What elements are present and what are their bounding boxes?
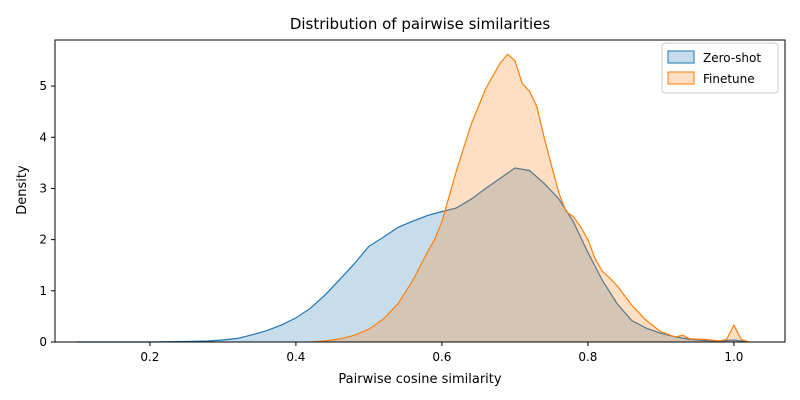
y-tick-label: 2 xyxy=(39,233,47,247)
y-tick-label: 4 xyxy=(39,130,47,144)
x-axis: 0.2 0.4 0.6 0.8 1.0 xyxy=(140,342,743,364)
y-axis-label: Density xyxy=(15,165,30,215)
y-tick-label: 0 xyxy=(39,335,47,349)
series-line-1 xyxy=(310,53,749,343)
series-line-0 xyxy=(76,167,749,343)
legend-label: Finetune xyxy=(703,72,755,86)
legend: Zero-shot Finetune xyxy=(661,42,779,94)
legend-swatch xyxy=(667,71,695,85)
x-tick-label: 0.8 xyxy=(578,350,597,364)
series-fill-1 xyxy=(310,54,749,343)
plot-frame xyxy=(54,39,786,343)
series-fill-0 xyxy=(76,168,749,342)
x-axis-label: Pairwise cosine similarity xyxy=(338,372,501,387)
legend-box xyxy=(661,42,779,94)
series-areas xyxy=(76,53,749,343)
x-tick-label: 0.6 xyxy=(432,350,451,364)
y-tick-label: 1 xyxy=(39,284,47,298)
legend-swatch xyxy=(667,50,695,64)
y-tick-label: 5 xyxy=(39,79,47,93)
x-tick-label: 1.0 xyxy=(724,350,743,364)
legend-label: Zero-shot xyxy=(703,51,761,65)
chart-title: Distribution of pairwise similarities xyxy=(290,15,551,33)
y-tick-label: 3 xyxy=(39,181,47,195)
y-axis: 0 1 2 3 4 5 xyxy=(39,79,55,349)
x-tick-label: 0.2 xyxy=(140,350,159,364)
x-tick-label: 0.4 xyxy=(286,350,305,364)
